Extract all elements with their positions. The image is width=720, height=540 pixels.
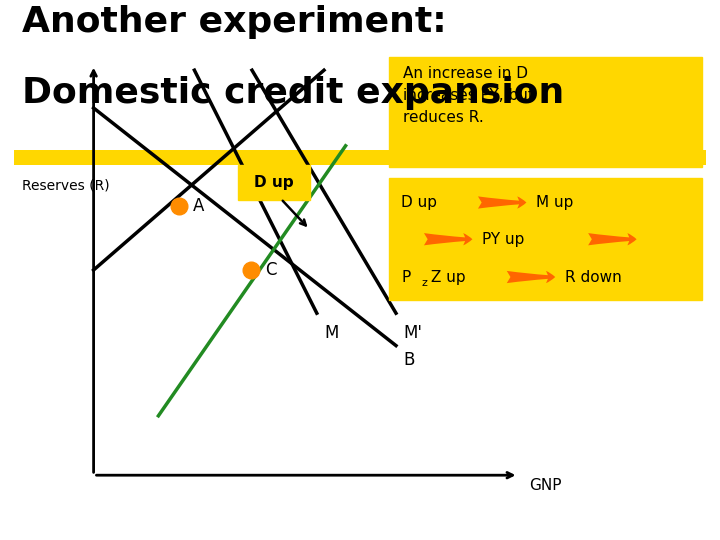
Text: R down: R down: [565, 269, 622, 285]
Text: An increase in D
increases PY, but
reduces R.: An increase in D increases PY, but reduc…: [403, 66, 534, 125]
Text: M: M: [324, 324, 338, 342]
Text: Another experiment:: Another experiment:: [22, 5, 446, 39]
Text: Z up: Z up: [431, 269, 465, 285]
Text: D up: D up: [253, 175, 294, 190]
FancyBboxPatch shape: [14, 150, 706, 165]
Text: B: B: [403, 351, 415, 369]
FancyBboxPatch shape: [389, 178, 702, 300]
FancyBboxPatch shape: [238, 165, 310, 200]
Text: P: P: [401, 269, 410, 285]
Text: D up: D up: [401, 195, 437, 210]
Text: A: A: [193, 197, 204, 215]
Text: C: C: [265, 261, 276, 279]
Text: z: z: [422, 279, 428, 288]
Text: PY up: PY up: [482, 232, 525, 247]
Text: Reserves (R): Reserves (R): [22, 178, 109, 192]
FancyBboxPatch shape: [389, 57, 702, 167]
Text: M up: M up: [536, 195, 574, 210]
Text: GNP: GNP: [529, 478, 562, 493]
Text: Domestic credit expansion: Domestic credit expansion: [22, 76, 564, 110]
Text: M': M': [403, 324, 422, 342]
